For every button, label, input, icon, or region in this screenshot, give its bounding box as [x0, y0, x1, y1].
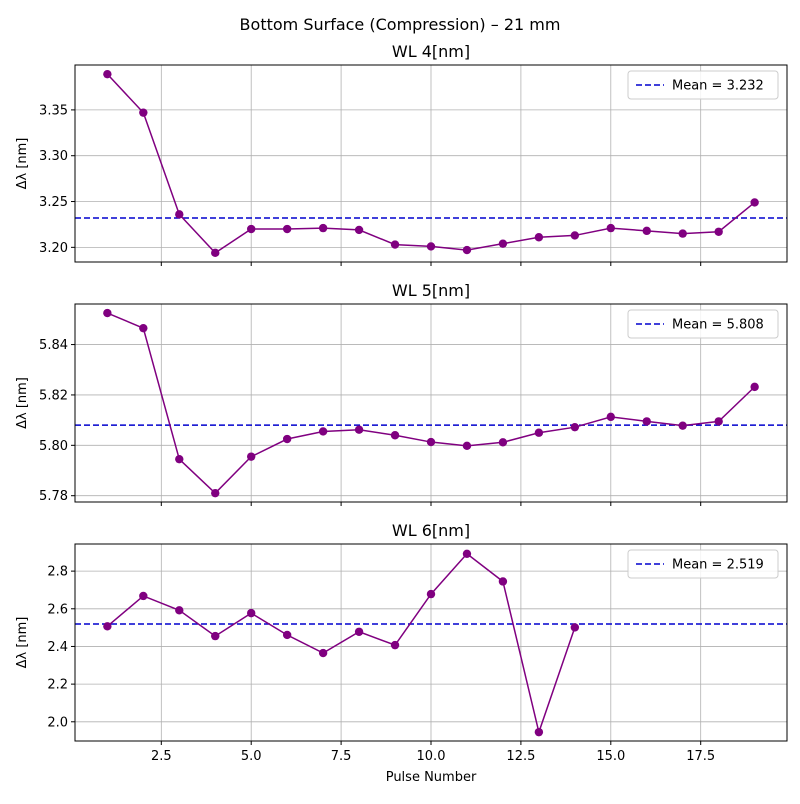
data-point [534, 233, 544, 242]
x-tick-label: 15.0 [596, 749, 625, 764]
subplot-2: 5.78 5.80 5.82 5.84 WL 5[nm] Δλ [nm] Mean = 5.… [15, 281, 788, 506]
data-point [103, 308, 112, 318]
data-point [678, 229, 687, 238]
data-point [282, 224, 292, 234]
data-point [354, 425, 364, 434]
x-tick-label: 17.5 [686, 749, 715, 764]
data-point [462, 549, 472, 558]
data-point [534, 428, 544, 437]
y-tick-label: 2.8 [47, 565, 68, 580]
data-point [103, 69, 112, 79]
data-point [211, 488, 220, 498]
data-point [390, 431, 400, 440]
y-axis-label: Δλ [nm] [15, 377, 30, 429]
data-point [498, 577, 508, 586]
data-point [606, 223, 615, 233]
data-point [211, 248, 220, 258]
data-point [642, 417, 651, 426]
y-tick-label: 3.20 [39, 241, 68, 256]
legend-box [627, 309, 779, 339]
legend-box [627, 70, 779, 100]
x-tick-label: 2.5 [151, 749, 172, 764]
data-point [426, 242, 436, 251]
y-axis-label: Δλ [nm] [15, 138, 30, 190]
subplot-title: WL 5[nm] [392, 281, 470, 300]
data-point [175, 454, 184, 464]
data-point [570, 231, 580, 240]
data-point [318, 223, 328, 233]
data-point [426, 589, 436, 599]
data-point [642, 226, 651, 236]
legend: Mean = 3.232 [627, 70, 779, 100]
data-point [247, 608, 256, 618]
legend-label: Mean = 5.808 [672, 318, 764, 333]
subplot-3: 2.5 5.0 7.5 10.0 12.5 15.0 17.5 2.0 2.2 2.4 2.6 2.8… [15, 521, 788, 785]
data-point [390, 240, 400, 249]
subplot-title: WL 6[nm] [392, 521, 470, 540]
legend: Mean = 2.519 [627, 549, 779, 579]
data-point [462, 441, 472, 451]
data-point [714, 227, 723, 236]
data-point [175, 606, 184, 615]
data-point [570, 422, 580, 432]
legend-box [627, 549, 779, 579]
data-point [570, 623, 580, 632]
x-tick-label: 5.0 [241, 749, 262, 764]
legend-label: Mean = 2.519 [672, 558, 764, 573]
y-tick-label: 2.6 [47, 602, 68, 617]
data-point [606, 412, 615, 422]
data-point [282, 630, 292, 640]
data-point [318, 427, 328, 436]
x-tick-label: 12.5 [506, 749, 535, 764]
data-point [139, 591, 148, 601]
legend: Mean = 5.808 [627, 309, 779, 339]
y-tick-label: 2.2 [47, 678, 68, 693]
subplot-title: WL 4[nm] [392, 42, 470, 61]
y-tick-label: 2.0 [47, 715, 68, 730]
data-point [462, 245, 472, 255]
data-point [139, 108, 148, 117]
x-tick-label: 10.0 [417, 749, 446, 764]
data-point [282, 434, 292, 444]
data-point [534, 727, 544, 737]
y-tick-label: 5.82 [39, 388, 68, 403]
data-point [750, 382, 759, 392]
data-point [211, 631, 220, 641]
x-tick-label: 7.5 [331, 749, 352, 764]
data-point [247, 452, 256, 461]
data-point [139, 323, 148, 333]
data-point [426, 437, 436, 447]
data-point [498, 438, 508, 447]
data-point [103, 622, 112, 631]
y-tick-label: 3.30 [39, 149, 68, 164]
data-point [714, 417, 723, 426]
y-tick-label: 3.25 [39, 195, 68, 210]
y-tick-label: 5.84 [39, 338, 68, 353]
data-point [678, 421, 687, 430]
data-point [318, 648, 328, 658]
y-axis-label: Δλ [nm] [15, 617, 30, 669]
data-point [247, 224, 256, 234]
data-point [750, 198, 759, 207]
data-point [175, 210, 184, 219]
subplot-1: 3.20 3.25 3.30 3.35 WL 4[nm] Δλ [nm] Mean = 3.… [15, 42, 788, 266]
y-tick-label: 5.80 [39, 439, 68, 454]
data-point [354, 627, 364, 636]
legend-label: Mean = 3.232 [672, 79, 764, 94]
figure-suptitle: Bottom Surface (Compression) – 21 mm [240, 15, 561, 34]
data-point [390, 640, 400, 650]
data-point [498, 239, 508, 248]
y-tick-label: 5.78 [39, 489, 68, 504]
x-axis-label: Pulse Number [386, 770, 477, 785]
y-tick-label: 3.35 [39, 103, 68, 118]
data-point [354, 225, 364, 235]
y-tick-label: 2.4 [47, 640, 68, 655]
series-line [106, 552, 576, 735]
